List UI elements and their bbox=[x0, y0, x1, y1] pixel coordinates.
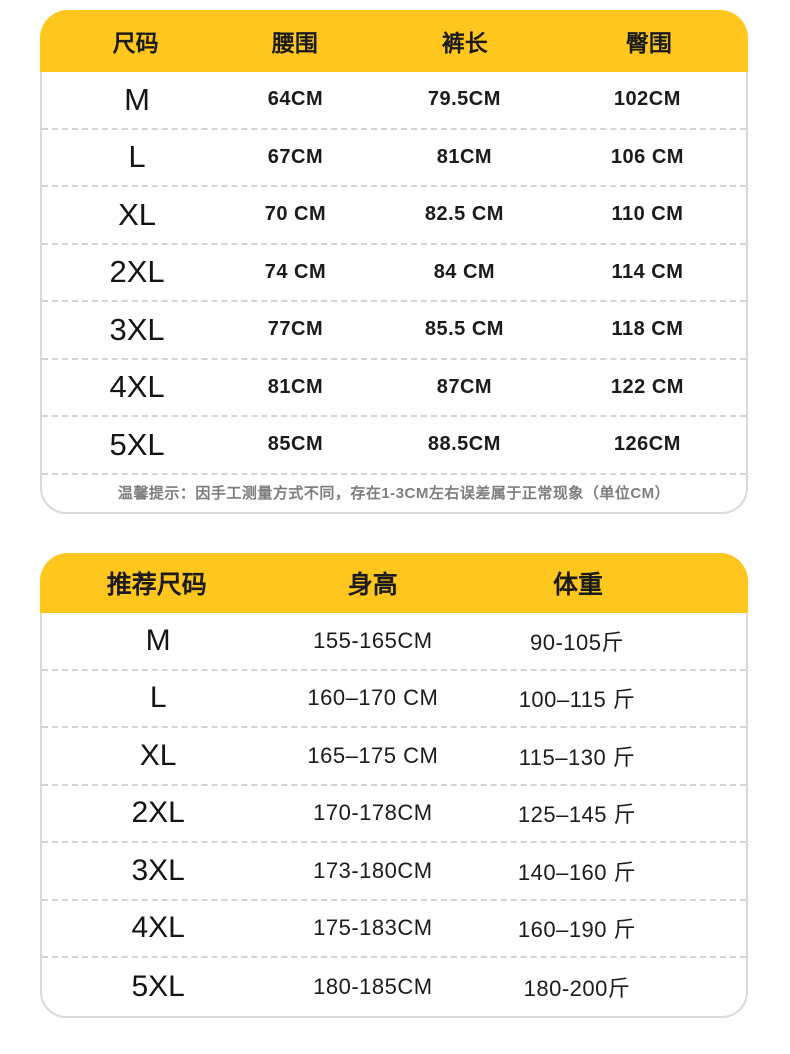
pants-length-cell: 87CM bbox=[436, 375, 493, 398]
column-header-recommended-size: 推荐尺码 bbox=[106, 571, 207, 599]
size-cell: 5XL bbox=[131, 969, 185, 1003]
height-cell: 180-185CM bbox=[313, 973, 433, 999]
table-row: 5XL 85CM 88.5CM 126CM bbox=[42, 417, 746, 475]
size-cell: 5XL bbox=[109, 426, 165, 462]
hip-cell: 106 CM bbox=[610, 145, 684, 168]
size-cell: 4XL bbox=[109, 369, 165, 405]
column-header-height: 身高 bbox=[347, 571, 398, 599]
measurement-tolerance-note: 温馨提示：因手工测量方式不同，存在1-3CM左右误差属于正常现象（单位CM） bbox=[117, 484, 671, 502]
measurement-table-header-row: 尺码 腰围 裤长 臀围 bbox=[40, 10, 748, 72]
size-cell: 2XL bbox=[109, 254, 165, 290]
table-row: M 155-165CM 90-105斤 bbox=[42, 613, 746, 671]
weight-cell: 180-200斤 bbox=[523, 975, 631, 1001]
column-header-hip: 臀围 bbox=[625, 30, 672, 56]
weight-cell: 160–190 斤 bbox=[517, 917, 637, 943]
recommend-table-body: M 155-165CM 90-105斤 L 160–170 CM 100–115… bbox=[40, 613, 748, 1018]
height-cell: 175-183CM bbox=[313, 915, 433, 941]
size-cell: M bbox=[145, 623, 171, 657]
table-row: M 64CM 79.5CM 102CM bbox=[42, 72, 746, 130]
recommend-table-header-row: 推荐尺码 身高 体重 bbox=[40, 553, 748, 613]
column-header-pants-length: 裤长 bbox=[441, 30, 488, 56]
pants-length-cell: 84 CM bbox=[433, 260, 496, 283]
column-header-waist: 腰围 bbox=[271, 30, 318, 56]
table-row: L 67CM 81CM 106 CM bbox=[42, 130, 746, 187]
hip-cell: 122 CM bbox=[610, 375, 684, 398]
hip-cell: 118 CM bbox=[611, 318, 684, 341]
pants-length-cell: 79.5CM bbox=[427, 88, 501, 111]
waist-cell: 81CM bbox=[267, 375, 324, 398]
weight-cell: 125–145 斤 bbox=[517, 802, 637, 828]
table-row: 2XL 170-178CM 125–145 斤 bbox=[42, 786, 746, 843]
size-cell: 4XL bbox=[131, 911, 185, 945]
waist-cell: 74 CM bbox=[264, 260, 327, 283]
size-cell: M bbox=[124, 81, 150, 117]
weight-cell: 90-105斤 bbox=[530, 629, 625, 655]
weight-cell: 100–115 斤 bbox=[518, 687, 636, 713]
pants-length-cell: 82.5 CM bbox=[424, 203, 504, 226]
column-header-size: 尺码 bbox=[112, 30, 159, 56]
waist-cell: 67CM bbox=[267, 145, 324, 168]
waist-cell: 64CM bbox=[267, 88, 324, 111]
table-row: 3XL 77CM 85.5 CM 118 CM bbox=[42, 302, 746, 360]
column-header-weight: 体重 bbox=[553, 571, 604, 599]
height-cell: 170-178CM bbox=[313, 800, 433, 826]
size-cell: 3XL bbox=[109, 311, 165, 347]
size-cell: 3XL bbox=[131, 853, 185, 887]
height-cell: 155-165CM bbox=[313, 627, 433, 653]
table-row: 2XL 74 CM 84 CM 114 CM bbox=[42, 245, 746, 302]
hip-cell: 102CM bbox=[613, 88, 681, 111]
height-cell: 173-180CM bbox=[313, 857, 433, 883]
hip-cell: 126CM bbox=[613, 433, 681, 456]
table-row: 5XL 180-185CM 180-200斤 bbox=[42, 958, 746, 1016]
table-row: XL 70 CM 82.5 CM 110 CM bbox=[42, 187, 746, 245]
waist-cell: 70 CM bbox=[264, 203, 327, 226]
table-row: L 160–170 CM 100–115 斤 bbox=[42, 671, 746, 728]
table-row: 4XL 81CM 87CM 122 CM bbox=[42, 360, 746, 417]
measurement-size-table: 尺码 腰围 裤长 臀围 M 64CM 79.5CM 102CM L 67CM 8… bbox=[40, 10, 748, 514]
waist-cell: 77CM bbox=[267, 318, 324, 341]
height-cell: 165–175 CM bbox=[307, 742, 439, 768]
size-cell: XL bbox=[118, 196, 156, 232]
weight-cell: 140–160 斤 bbox=[517, 859, 637, 885]
pants-length-cell: 88.5CM bbox=[427, 433, 501, 456]
recommended-size-table: 推荐尺码 身高 体重 M 155-165CM 90-105斤 L 160–170… bbox=[40, 553, 748, 1018]
size-cell: XL bbox=[139, 738, 177, 772]
measurement-table-body: M 64CM 79.5CM 102CM L 67CM 81CM 106 CM X… bbox=[40, 72, 748, 514]
size-cell: L bbox=[128, 139, 146, 175]
size-cell: L bbox=[149, 681, 167, 715]
size-cell: 2XL bbox=[131, 796, 185, 830]
table-row: 4XL 175-183CM 160–190 斤 bbox=[42, 901, 746, 958]
pants-length-cell: 85.5 CM bbox=[424, 318, 504, 341]
pants-length-cell: 81CM bbox=[436, 145, 493, 168]
weight-cell: 115–130 斤 bbox=[518, 744, 636, 770]
table-row: 3XL 173-180CM 140–160 斤 bbox=[42, 843, 746, 901]
hip-cell: 110 CM bbox=[611, 203, 684, 226]
waist-cell: 85CM bbox=[267, 433, 324, 456]
hip-cell: 114 CM bbox=[611, 260, 684, 283]
height-cell: 160–170 CM bbox=[307, 685, 439, 711]
table-row: XL 165–175 CM 115–130 斤 bbox=[42, 728, 746, 786]
